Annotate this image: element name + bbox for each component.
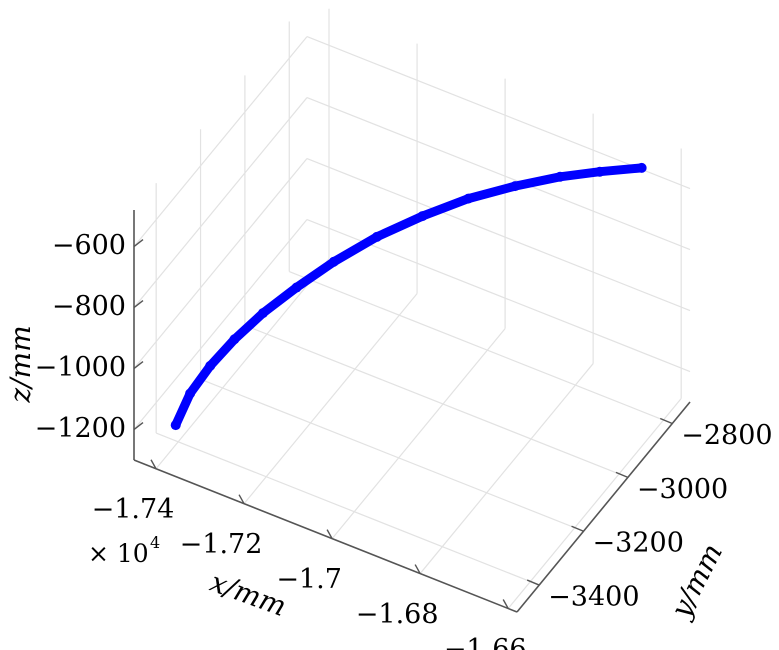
z-tick-mark xyxy=(133,360,144,370)
x-multiplier-exponent: 4 xyxy=(150,533,160,552)
y-tick-label: −3200 xyxy=(593,528,684,559)
series-point xyxy=(328,256,339,267)
grid-line-z-back-wall xyxy=(306,97,691,251)
x-tick-label: −1.72 xyxy=(180,529,263,560)
x-tick-mark xyxy=(414,564,421,574)
grid-line-x-floor xyxy=(155,258,330,470)
grid-line-z-left-wall xyxy=(133,97,308,308)
z-tick-mark xyxy=(133,239,144,248)
series-point xyxy=(636,162,647,173)
grid-line-y-floor xyxy=(155,432,540,586)
series-point xyxy=(257,308,268,319)
z-tick-label: −800 xyxy=(52,291,126,322)
x-tick-mark xyxy=(150,459,157,470)
series-point xyxy=(291,282,302,293)
series-point xyxy=(371,231,382,242)
z-axis-title: z/mm xyxy=(4,325,37,403)
grid-line-y-floor xyxy=(200,378,584,532)
grid-lines xyxy=(133,8,691,609)
x-axis-multiplier: × 10 4 xyxy=(88,533,160,568)
grid-line-z-left-wall xyxy=(133,219,308,430)
series-line-0 xyxy=(171,163,647,430)
z-tick-mark xyxy=(133,421,144,431)
series-point xyxy=(510,181,521,192)
series-point xyxy=(555,171,566,182)
z-tick-label: −600 xyxy=(52,230,126,261)
x-tick-mark xyxy=(238,494,245,505)
grid-line-x-floor xyxy=(243,293,418,505)
y-tick-label: −3400 xyxy=(548,582,639,613)
grid-line-x-floor xyxy=(331,328,506,540)
grid-line-y-floor xyxy=(244,324,629,478)
z-tick-mark xyxy=(133,300,144,309)
x-tick-label: −1.68 xyxy=(356,599,439,630)
grid-line-x-floor xyxy=(419,363,594,574)
series-point xyxy=(185,388,196,399)
grid-line-z-back-wall xyxy=(306,157,691,312)
x-multiplier-base: × 10 xyxy=(88,539,149,568)
x-tick-mark xyxy=(502,599,509,609)
y-tick-label: −3000 xyxy=(637,474,728,505)
grid-line-x-floor xyxy=(507,398,682,609)
grid-line-y-floor xyxy=(289,270,673,425)
y-tick-mark xyxy=(615,471,629,479)
series-point xyxy=(229,334,240,345)
grid-line-z-left-wall xyxy=(133,36,308,247)
data-series xyxy=(170,162,647,431)
z-tick-label: −1000 xyxy=(35,352,126,383)
tick-labels: −1200 −1000 −800 −600 −1.74−1.72 −1.7 −1.68 −1.… xyxy=(35,230,773,650)
series-point xyxy=(594,166,605,177)
x-tick-mark xyxy=(326,529,333,539)
series-point xyxy=(205,360,216,371)
x-tick-label: −1.66 xyxy=(444,634,527,650)
y-tick-label: −2800 xyxy=(681,420,772,451)
series-point xyxy=(170,420,181,431)
x-tick-label: −1.74 xyxy=(92,494,175,525)
z-tick-label: −1200 xyxy=(35,413,126,444)
x-axis-line xyxy=(133,459,518,613)
series-point xyxy=(463,193,474,204)
y-axis-line xyxy=(516,401,691,613)
y-tick-mark xyxy=(659,417,673,425)
grid-line-z-left-wall xyxy=(133,158,308,369)
series-point xyxy=(417,211,428,222)
grid-line-z-back-wall xyxy=(306,36,691,190)
y-tick-mark xyxy=(526,579,540,586)
y-tick-mark xyxy=(571,525,584,532)
x-tick-label: −1.7 xyxy=(276,564,342,595)
axis-lines xyxy=(133,210,691,613)
